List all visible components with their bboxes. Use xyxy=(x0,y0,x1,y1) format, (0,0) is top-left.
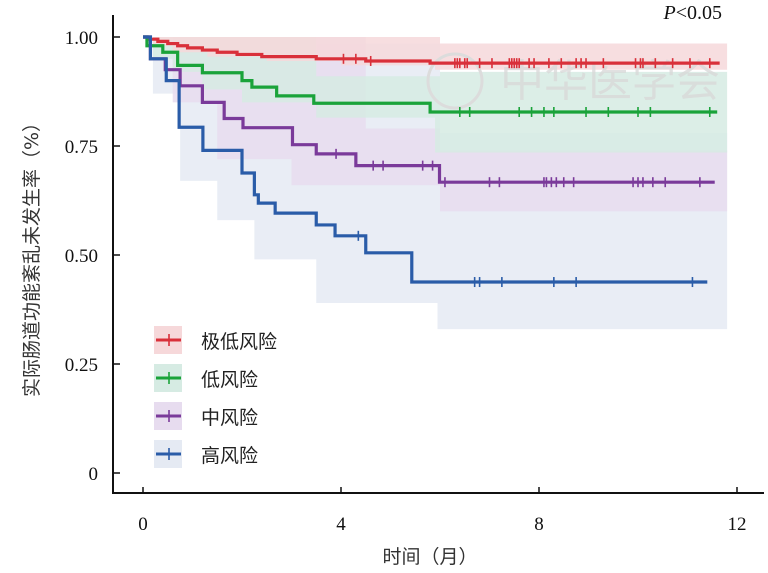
y-tick-label: 0.25 xyxy=(65,355,98,376)
survival-line xyxy=(143,35,708,284)
x-tick-label: 8 xyxy=(534,514,544,535)
ci-band-2 xyxy=(143,37,728,153)
p-symbol: P xyxy=(663,2,676,24)
y-tick-label: 0.50 xyxy=(65,246,98,267)
p-value: <0.05 xyxy=(676,2,722,24)
legend-item: 极低风险 xyxy=(154,326,277,354)
legend-item: 高风险 xyxy=(154,440,258,468)
legend-label: 低风险 xyxy=(201,369,258,391)
y-tick-label: 1.00 xyxy=(65,28,98,49)
series-4 xyxy=(143,35,708,288)
series-2 xyxy=(143,35,718,117)
legend-label: 极低风险 xyxy=(201,331,277,353)
x-tick-label: 4 xyxy=(336,514,346,535)
x-tick-label: 0 xyxy=(138,514,148,535)
survival-line xyxy=(143,35,720,65)
x-tick-label: 12 xyxy=(728,514,747,535)
y-tick-label: 0.75 xyxy=(65,137,98,158)
legend-label: 中风险 xyxy=(201,407,258,429)
watermark-logo-icon xyxy=(426,52,484,110)
p-value-annotation: P<0.05 xyxy=(663,2,723,24)
y-axis-title: 实际肠道功能紊乱未发生率（%） xyxy=(21,113,43,397)
legend-item: 低风险 xyxy=(154,364,258,392)
legend-item: 中风险 xyxy=(154,402,258,430)
survival-curves xyxy=(143,35,720,288)
axes: 0 0.25 0.50 0.75 1.00 0 4 8 12 xyxy=(65,15,764,535)
series-1 xyxy=(143,35,720,69)
legend-label: 高风险 xyxy=(201,445,258,467)
y-tick-label: 0 xyxy=(89,464,99,485)
survival-line xyxy=(143,35,718,114)
x-axis-title: 时间（月） xyxy=(382,546,477,568)
